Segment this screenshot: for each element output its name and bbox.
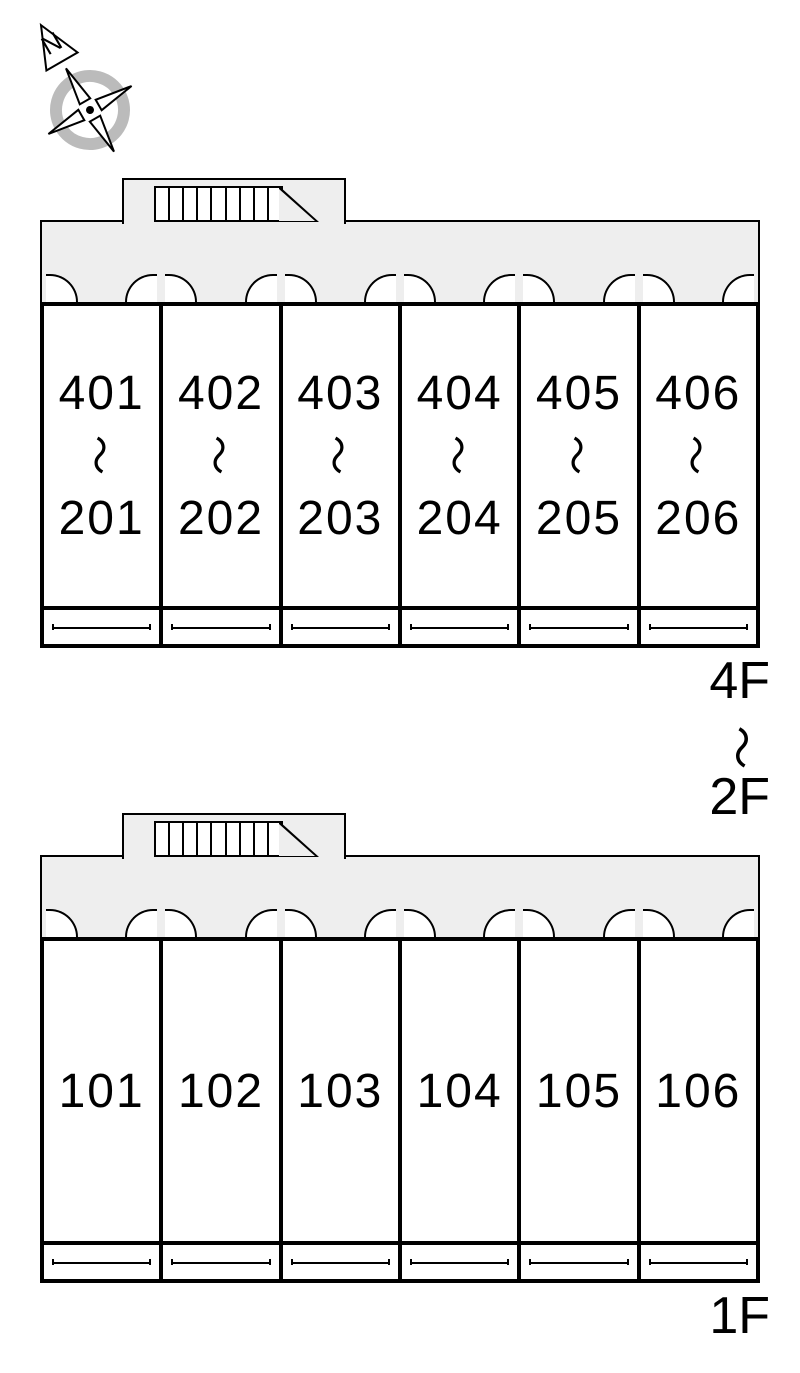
unit-cell: 101 <box>44 941 163 1241</box>
unit-cell: 401 〜 201 <box>44 306 163 606</box>
balcony-rail <box>283 1245 402 1279</box>
balcony-rail <box>163 1245 282 1279</box>
door-icon <box>603 274 635 302</box>
units-row: 101 102 103 104 105 106 <box>40 937 760 1245</box>
unit-number-bottom: 202 <box>178 491 264 546</box>
unit-number-bottom: 203 <box>297 491 383 546</box>
corridor <box>40 855 760 937</box>
balcony-rail <box>521 610 640 644</box>
tilde-icon: 〜 <box>669 435 727 477</box>
door-icon <box>483 274 515 302</box>
unit-cell: 402 〜 202 <box>163 306 282 606</box>
balcony-rail <box>641 610 756 644</box>
unit-number-top: 103 <box>297 1064 383 1119</box>
unit-number-top: 401 <box>59 366 145 421</box>
door-icon <box>643 909 675 937</box>
corridor <box>40 220 760 302</box>
balcony-rail <box>641 1245 756 1279</box>
floor-label-top: 1F <box>709 1290 770 1342</box>
door-icon <box>643 274 675 302</box>
door-icon <box>285 909 317 937</box>
stair-icon <box>154 821 283 857</box>
door-icon <box>165 274 197 302</box>
tilde-icon: 〜 <box>73 435 131 477</box>
balcony-rail <box>283 610 402 644</box>
balcony-rail <box>402 610 521 644</box>
floor-label: 1F <box>709 1290 770 1342</box>
tilde-icon: 〜 <box>311 435 369 477</box>
door-icon <box>404 909 436 937</box>
floor-plan-lower: 101 102 103 104 105 106 <box>40 855 760 1283</box>
door-icon <box>603 909 635 937</box>
unit-number-top: 106 <box>655 1064 741 1119</box>
tilde-icon: 〜 <box>192 435 250 477</box>
door-icon <box>364 274 396 302</box>
floor-plan-upper: 401 〜 201 402 〜 202 403 〜 203 404 〜 204 405 〜 205 406 〜 2… <box>40 220 760 648</box>
units-row: 401 〜 201 402 〜 202 403 〜 203 404 〜 204 405 〜 205 406 〜 2… <box>40 302 760 610</box>
tilde-icon: 〜 <box>431 435 489 477</box>
tilde-icon: 〜 <box>718 709 762 770</box>
balcony-rail <box>521 1245 640 1279</box>
door-icon <box>46 909 78 937</box>
door-row <box>42 272 758 302</box>
door-icon <box>483 909 515 937</box>
unit-cell: 103 <box>283 941 402 1241</box>
floor-label-top: 4F <box>709 655 770 707</box>
door-icon <box>523 274 555 302</box>
unit-cell: 403 〜 203 <box>283 306 402 606</box>
unit-cell: 106 <box>641 941 756 1241</box>
unit-cell: 406 〜 206 <box>641 306 756 606</box>
door-icon <box>722 274 754 302</box>
unit-number-top: 104 <box>417 1064 503 1119</box>
unit-number-top: 405 <box>536 366 622 421</box>
compass-icon: N <box>10 10 170 180</box>
balcony-row <box>40 1245 760 1283</box>
stair-landing <box>122 813 346 859</box>
tilde-icon: 〜 <box>550 435 608 477</box>
door-icon <box>722 909 754 937</box>
unit-cell: 104 <box>402 941 521 1241</box>
door-icon <box>46 274 78 302</box>
balcony-rail <box>402 1245 521 1279</box>
door-row <box>42 907 758 937</box>
stair-icon <box>154 186 283 222</box>
floor-label: 4F〜2F <box>709 655 770 823</box>
door-icon <box>125 909 157 937</box>
balcony-rail <box>44 610 163 644</box>
unit-number-top: 406 <box>655 366 741 421</box>
unit-number-bottom: 201 <box>59 491 145 546</box>
door-icon <box>364 909 396 937</box>
door-icon <box>285 274 317 302</box>
balcony-rail <box>44 1245 163 1279</box>
door-icon <box>245 274 277 302</box>
unit-number-bottom: 204 <box>417 491 503 546</box>
unit-number-bottom: 206 <box>655 491 741 546</box>
balcony-row <box>40 610 760 648</box>
unit-number-bottom: 205 <box>536 491 622 546</box>
unit-cell: 405 〜 205 <box>521 306 640 606</box>
unit-number-top: 403 <box>297 366 383 421</box>
door-icon <box>245 909 277 937</box>
unit-cell: 102 <box>163 941 282 1241</box>
unit-number-top: 404 <box>417 366 503 421</box>
unit-number-top: 105 <box>536 1064 622 1119</box>
unit-number-top: 402 <box>178 366 264 421</box>
door-icon <box>404 274 436 302</box>
unit-number-top: 101 <box>59 1064 145 1119</box>
unit-number-top: 102 <box>178 1064 264 1119</box>
door-icon <box>165 909 197 937</box>
balcony-rail <box>163 610 282 644</box>
unit-cell: 105 <box>521 941 640 1241</box>
stair-landing <box>122 178 346 224</box>
door-icon <box>523 909 555 937</box>
page: N 401 〜 201 402 〜 202 403 〜 203 404 〜 204 405 〜 205 406… <box>0 0 800 1373</box>
unit-cell: 404 〜 204 <box>402 306 521 606</box>
floor-label-bottom: 2F <box>709 771 770 823</box>
door-icon <box>125 274 157 302</box>
